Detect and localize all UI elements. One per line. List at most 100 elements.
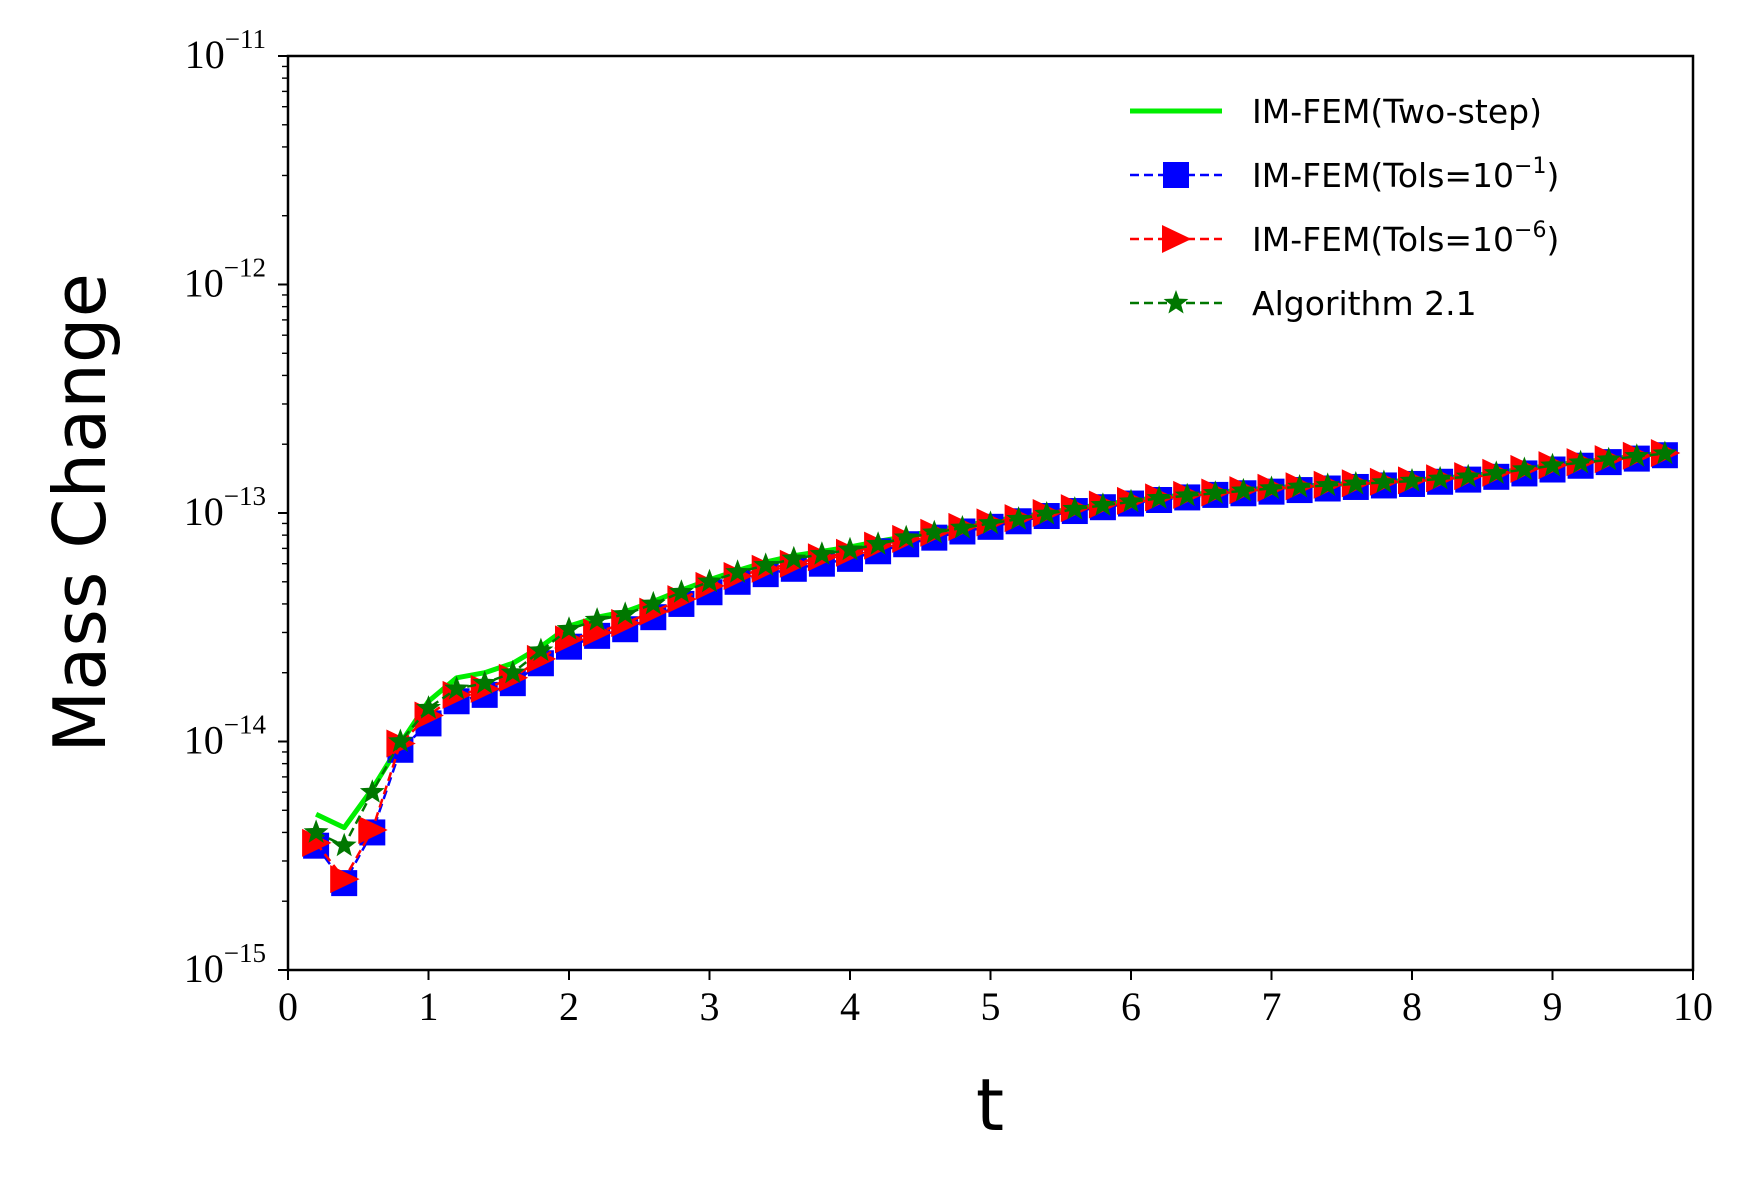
legend-label-text: IM-FEM(Two-step) — [1252, 92, 1542, 131]
legend-label-text: IM-FEM(Tols=10 — [1252, 156, 1514, 195]
series-3 — [303, 440, 1678, 857]
data-point — [612, 601, 638, 625]
y-tick-base: 10 — [185, 32, 225, 77]
legend-entry: IM-FEM(Tols=10−1) — [1130, 154, 1559, 195]
data-point — [753, 552, 779, 576]
data-point — [1652, 440, 1678, 465]
data-point — [1512, 456, 1537, 480]
legend-marker — [1162, 225, 1192, 253]
legend-marker — [1163, 290, 1189, 314]
data-point — [528, 637, 554, 662]
data-point — [1568, 449, 1593, 474]
y-tick-label: 10−15 — [184, 938, 266, 991]
y-tick-label: 10−11 — [185, 24, 266, 77]
x-tick-label: 8 — [1402, 984, 1422, 1029]
data-point — [1062, 496, 1088, 520]
data-point — [950, 515, 975, 539]
legend-label-tail: ) — [1546, 156, 1559, 195]
x-tick-label: 4 — [840, 984, 860, 1029]
data-point — [359, 779, 385, 803]
data-point — [472, 670, 498, 694]
y-tick-exponent: −15 — [224, 938, 266, 968]
data-point — [1118, 488, 1144, 513]
data-point — [584, 607, 610, 631]
legend-label-text: IM-FEM(Tols=10 — [1252, 220, 1514, 259]
x-tick-label: 7 — [1262, 984, 1282, 1029]
x-axis-label: t — [976, 1063, 1004, 1147]
x-tick-label: 10 — [1673, 984, 1713, 1029]
y-tick-base: 10 — [184, 489, 224, 534]
data-point — [358, 815, 388, 844]
data-point — [331, 832, 357, 857]
legend-label-exponent: −6 — [1514, 218, 1546, 243]
data-point — [583, 618, 613, 647]
data-point — [725, 559, 750, 583]
legend-label: IM-FEM(Tols=10−6) — [1252, 218, 1559, 259]
data-point — [1202, 480, 1228, 504]
data-point — [1596, 446, 1622, 471]
y-axis-label: Mass Change — [38, 273, 122, 753]
data-point — [1483, 460, 1509, 484]
x-tick-label: 9 — [1543, 984, 1563, 1029]
legend-entry: Algorithm 2.1 — [1130, 284, 1477, 323]
data-point — [978, 510, 1003, 534]
y-tick-exponent: −13 — [224, 481, 266, 511]
y-tick-exponent: −12 — [224, 253, 266, 283]
data-point — [1146, 485, 1172, 509]
x-tick-label: 3 — [700, 984, 720, 1029]
y-tick-label: 10−12 — [184, 253, 266, 306]
legend-label: IM-FEM(Two-step) — [1252, 92, 1542, 131]
data-point — [416, 695, 441, 719]
data-point — [669, 579, 694, 603]
data-point — [1090, 492, 1116, 516]
legend-label: IM-FEM(Tols=10−1) — [1252, 154, 1559, 195]
x-tick-label: 2 — [559, 984, 579, 1029]
data-point — [865, 531, 891, 555]
data-point — [640, 590, 666, 615]
series-0 — [315, 450, 1666, 831]
data-point — [388, 728, 413, 752]
data-point — [1455, 463, 1481, 488]
x-tick-label: 5 — [981, 984, 1001, 1029]
data-point — [1034, 501, 1060, 525]
y-tick-exponent: −11 — [225, 24, 266, 54]
data-point — [697, 568, 722, 593]
data-point — [555, 625, 585, 654]
data-layer — [302, 439, 1681, 897]
y-tick-base: 10 — [184, 718, 224, 763]
y-tick-label: 10−14 — [184, 710, 267, 763]
data-point — [921, 519, 947, 544]
data-point — [1371, 469, 1397, 493]
data-point — [837, 536, 863, 561]
series-line — [315, 450, 1666, 831]
legend-label-exponent: −1 — [1514, 154, 1546, 179]
data-point — [1231, 477, 1256, 502]
data-point — [1315, 472, 1341, 496]
legend-entry: IM-FEM(Two-step) — [1130, 92, 1542, 131]
y-tick-label: 10−13 — [184, 481, 266, 534]
data-point — [526, 644, 557, 673]
y-tick-base: 10 — [184, 946, 224, 991]
data-point — [639, 597, 669, 626]
data-point — [1174, 482, 1200, 507]
data-point — [444, 675, 469, 700]
x-tick-label: 6 — [1121, 984, 1141, 1029]
data-point — [1006, 506, 1031, 530]
data-point — [1624, 443, 1650, 467]
data-point — [1427, 465, 1453, 490]
data-point — [893, 524, 919, 549]
legend-label-text: Algorithm 2.1 — [1252, 284, 1477, 323]
legend-label: Algorithm 2.1 — [1252, 284, 1477, 323]
data-point — [303, 819, 329, 843]
data-point — [302, 828, 332, 857]
data-point — [1259, 475, 1284, 499]
legend-label-tail: ) — [1546, 220, 1559, 259]
y-tick-base: 10 — [184, 261, 224, 306]
legend: IM-FEM(Two-step)IM-FEM(Tols=10−1)IM-FEM(… — [1130, 92, 1559, 323]
data-point — [1399, 468, 1425, 492]
x-tick-label: 0 — [278, 984, 298, 1029]
data-point — [1540, 452, 1565, 477]
x-tick-label: 1 — [419, 984, 439, 1029]
